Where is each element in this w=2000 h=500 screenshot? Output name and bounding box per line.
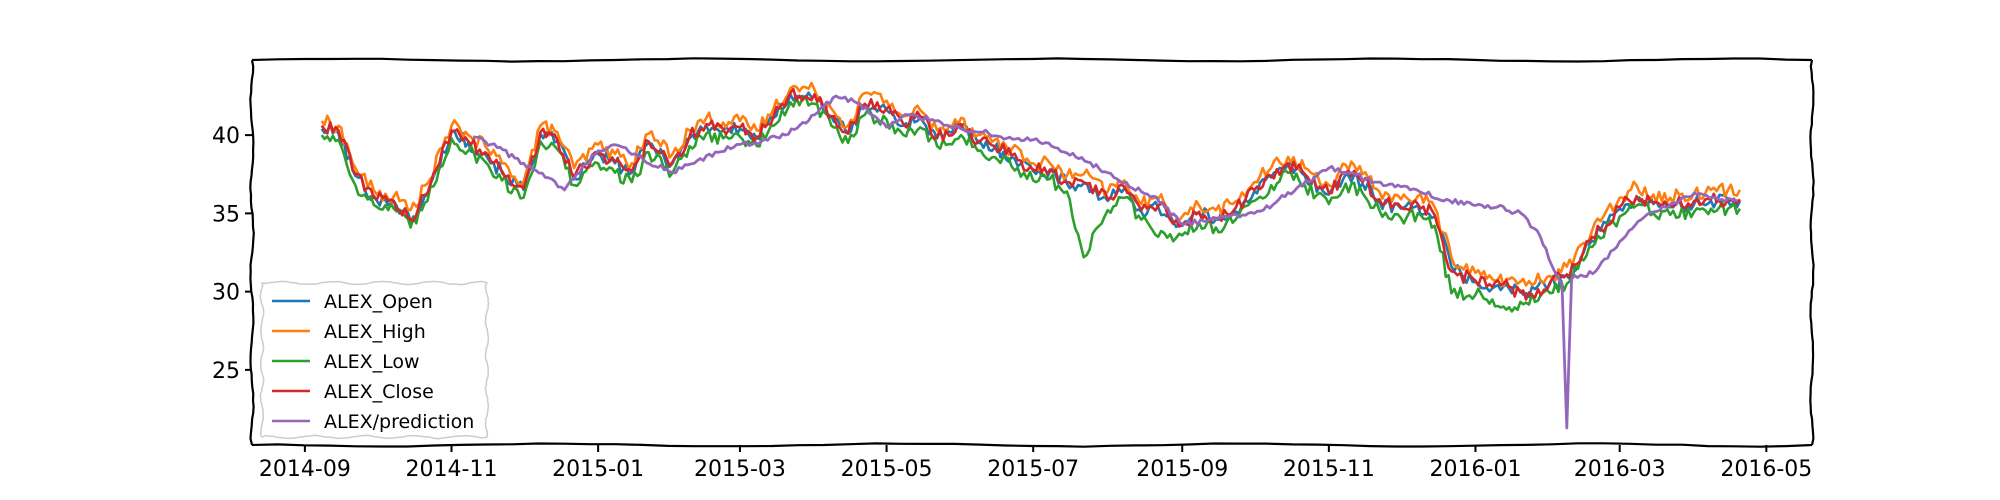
- y-tick-label: 35: [212, 202, 240, 227]
- legend-label-alex-prediction: ALEX/prediction: [324, 411, 474, 433]
- legend-label-alex-high: ALEX_High: [324, 321, 426, 343]
- series-line-alex-prediction: [472, 94, 1738, 430]
- x-tick-label: 2015-07: [987, 457, 1079, 482]
- plot-frame: [249, 57, 1815, 448]
- series-line-alex-close: [320, 87, 1741, 301]
- x-tick-label: 2014-11: [406, 457, 498, 482]
- series-line-alex-low: [320, 95, 1742, 313]
- series-line-alex-high: [320, 81, 1742, 288]
- y-tick-label: 30: [212, 281, 240, 306]
- x-tick-label: 2015-05: [841, 457, 933, 482]
- x-tick-label: 2016-01: [1430, 457, 1522, 482]
- series-layer: [320, 81, 1742, 430]
- x-tick-label: 2015-11: [1283, 457, 1375, 482]
- legend-box: [259, 280, 490, 440]
- legend-label-alex-close: ALEX_Close: [324, 381, 434, 403]
- legend: ALEX_Open ALEX_High ALEX_Low ALEX_Close ALEX…: [259, 280, 490, 440]
- x-tick-label: 2015-09: [1136, 457, 1228, 482]
- x-tick-label: 2014-09: [259, 457, 351, 482]
- tick-layer: 25 30 35 40 2014-09 2014-11 2015-01 2015-03 2015…: [212, 124, 1812, 482]
- x-tick-label: 2015-03: [694, 457, 786, 482]
- y-tick-label: 25: [212, 359, 240, 384]
- legend-label-alex-open: ALEX_Open: [324, 291, 433, 313]
- x-tick-label: 2016-05: [1720, 457, 1812, 482]
- legend-label-alex-low: ALEX_Low: [324, 351, 420, 373]
- x-tick-label: 2016-03: [1574, 457, 1666, 482]
- x-tick-label: 2015-01: [552, 457, 644, 482]
- y-tick-label: 40: [212, 124, 240, 149]
